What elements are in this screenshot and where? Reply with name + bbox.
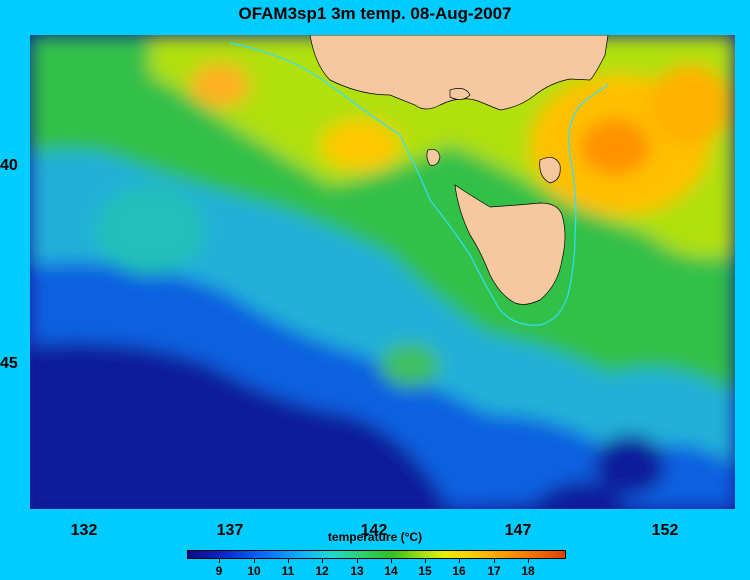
lon-label-142: 142 (360, 522, 388, 539)
australia-mainland (309, 35, 609, 111)
lon-label-147: 147 (504, 522, 532, 539)
colorbar-label-9: 9 (215, 564, 223, 578)
colorbar-tick (357, 559, 358, 563)
sst-map[interactable] (30, 35, 735, 509)
colorbar-tick (528, 559, 529, 563)
colorbar-tick (425, 559, 426, 563)
lon-label-137: 137 (216, 522, 244, 539)
colorbar-label-12: 12 (315, 564, 329, 578)
temperature-colorbar (187, 550, 566, 559)
colorbar-tick (322, 559, 323, 563)
colorbar-label-14: 14 (384, 564, 398, 578)
colorbar-label-11: 11 (281, 564, 295, 578)
colorbar-label-15: 15 (418, 564, 432, 578)
kangaroo-island (449, 88, 471, 100)
colorbar-label-18: 18 (521, 564, 535, 578)
lon-label-132: 132 (70, 522, 98, 539)
lat-label-40: 40 (0, 157, 18, 174)
sst-map-canvas (30, 35, 735, 509)
colorbar-tick (391, 559, 392, 563)
flinders-island (539, 157, 561, 184)
king-island (426, 148, 441, 166)
shelf-contour (229, 42, 609, 326)
colorbar-tick (459, 559, 460, 563)
tasmania (454, 184, 566, 305)
colorbar-label-16: 16 (452, 564, 466, 578)
lon-label-152: 152 (651, 522, 679, 539)
colorbar-tick (219, 559, 220, 563)
temperature-field (30, 35, 735, 509)
land (309, 35, 609, 305)
colorbar-label-10: 10 (247, 564, 261, 578)
colorbar-tick (494, 559, 495, 563)
map-title: OFAM3sp1 3m temp. 08-Aug-2007 (238, 4, 512, 23)
lat-label-45: 45 (0, 355, 18, 372)
colorbar-label-17: 17 (487, 564, 501, 578)
colorbar-label-13: 13 (350, 564, 364, 578)
colorbar-tick (288, 559, 289, 563)
colorbar-title: temperature (°C) (327, 530, 423, 544)
colorbar-tick (254, 559, 255, 563)
